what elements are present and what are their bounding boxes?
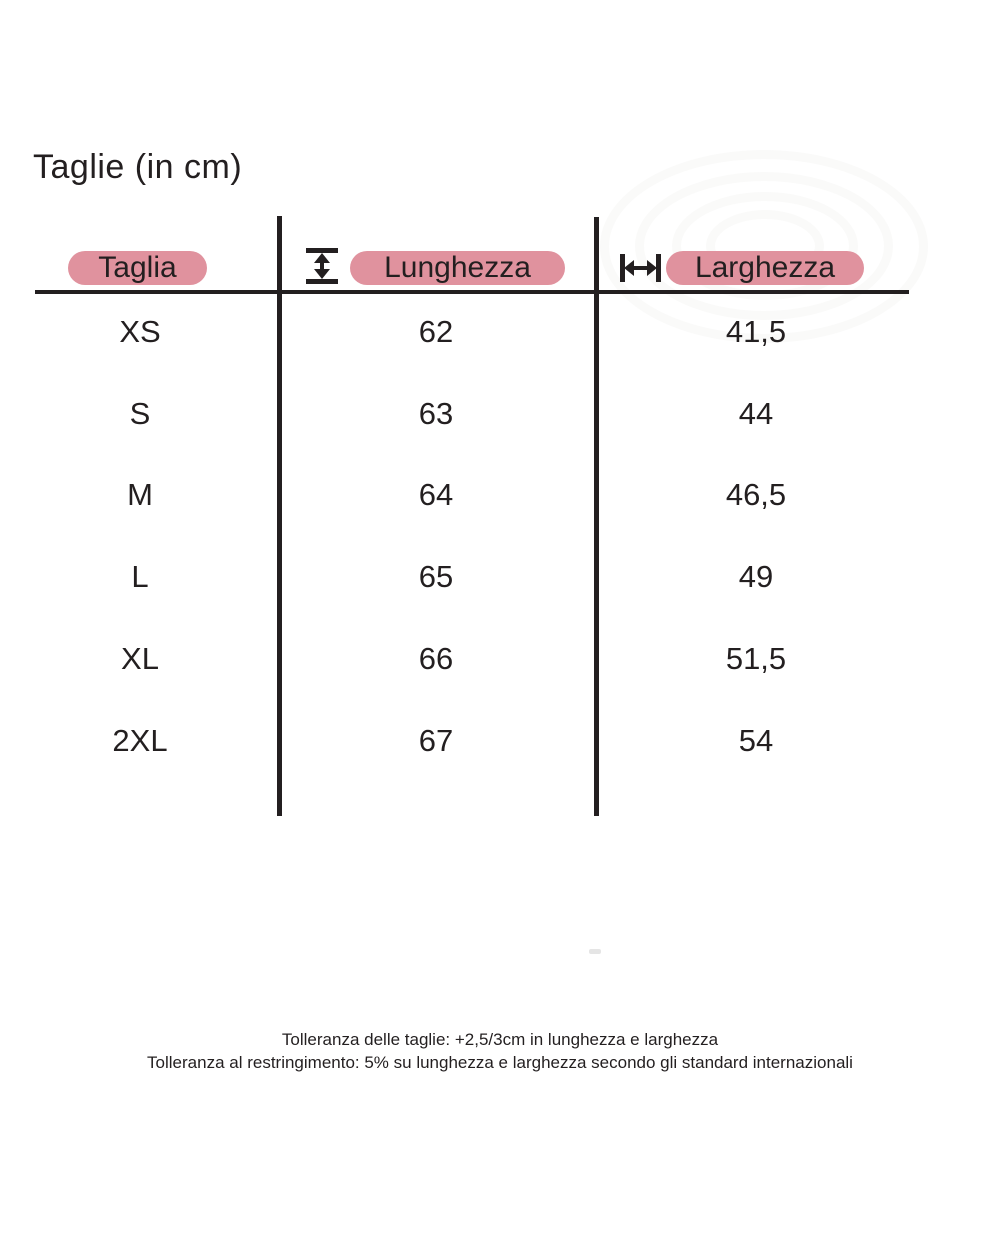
width-cell: 49 <box>738 559 774 594</box>
page-title: Taglie (in cm) <box>33 148 243 186</box>
length-cell: 65 <box>418 559 454 594</box>
size-cell: XL <box>121 641 159 676</box>
width-cell: 46,5 <box>725 477 787 512</box>
length-cell: 63 <box>418 396 454 431</box>
length-cell: 67 <box>418 723 454 758</box>
scan-artifact <box>589 949 601 954</box>
width-cell: 44 <box>738 396 774 431</box>
tolerance-note: Tolleranza delle taglie: +2,5/3cm in lun… <box>0 1028 1000 1074</box>
column-divider-right <box>594 217 599 816</box>
tolerance-line1: Tolleranza delle taglie: +2,5/3cm in lun… <box>281 1030 719 1049</box>
width-cell: 41,5 <box>725 314 787 349</box>
width-double-arrow-icon <box>620 254 661 282</box>
watermark-ring <box>635 172 893 320</box>
column-header-larghezza: Larghezza <box>666 251 864 285</box>
tolerance-line2: Tolleranza al restringimento: 5% su lung… <box>147 1053 853 1072</box>
width-cell: 51,5 <box>725 641 787 676</box>
column-header-lunghezza: Lunghezza <box>350 251 565 285</box>
size-cell: L <box>131 559 149 594</box>
header-underline <box>35 290 909 294</box>
column-header-taglia: Taglia <box>68 251 207 285</box>
length-cell: 64 <box>418 477 454 512</box>
length-cell: 62 <box>418 314 454 349</box>
column-divider-left <box>277 216 282 816</box>
size-cell: M <box>127 477 153 512</box>
size-cell: 2XL <box>112 723 168 758</box>
length-cell: 66 <box>418 641 454 676</box>
length-double-arrow-icon <box>306 248 338 284</box>
size-cell: S <box>129 396 151 431</box>
width-cell: 54 <box>738 723 774 758</box>
size-cell: XS <box>119 314 161 349</box>
